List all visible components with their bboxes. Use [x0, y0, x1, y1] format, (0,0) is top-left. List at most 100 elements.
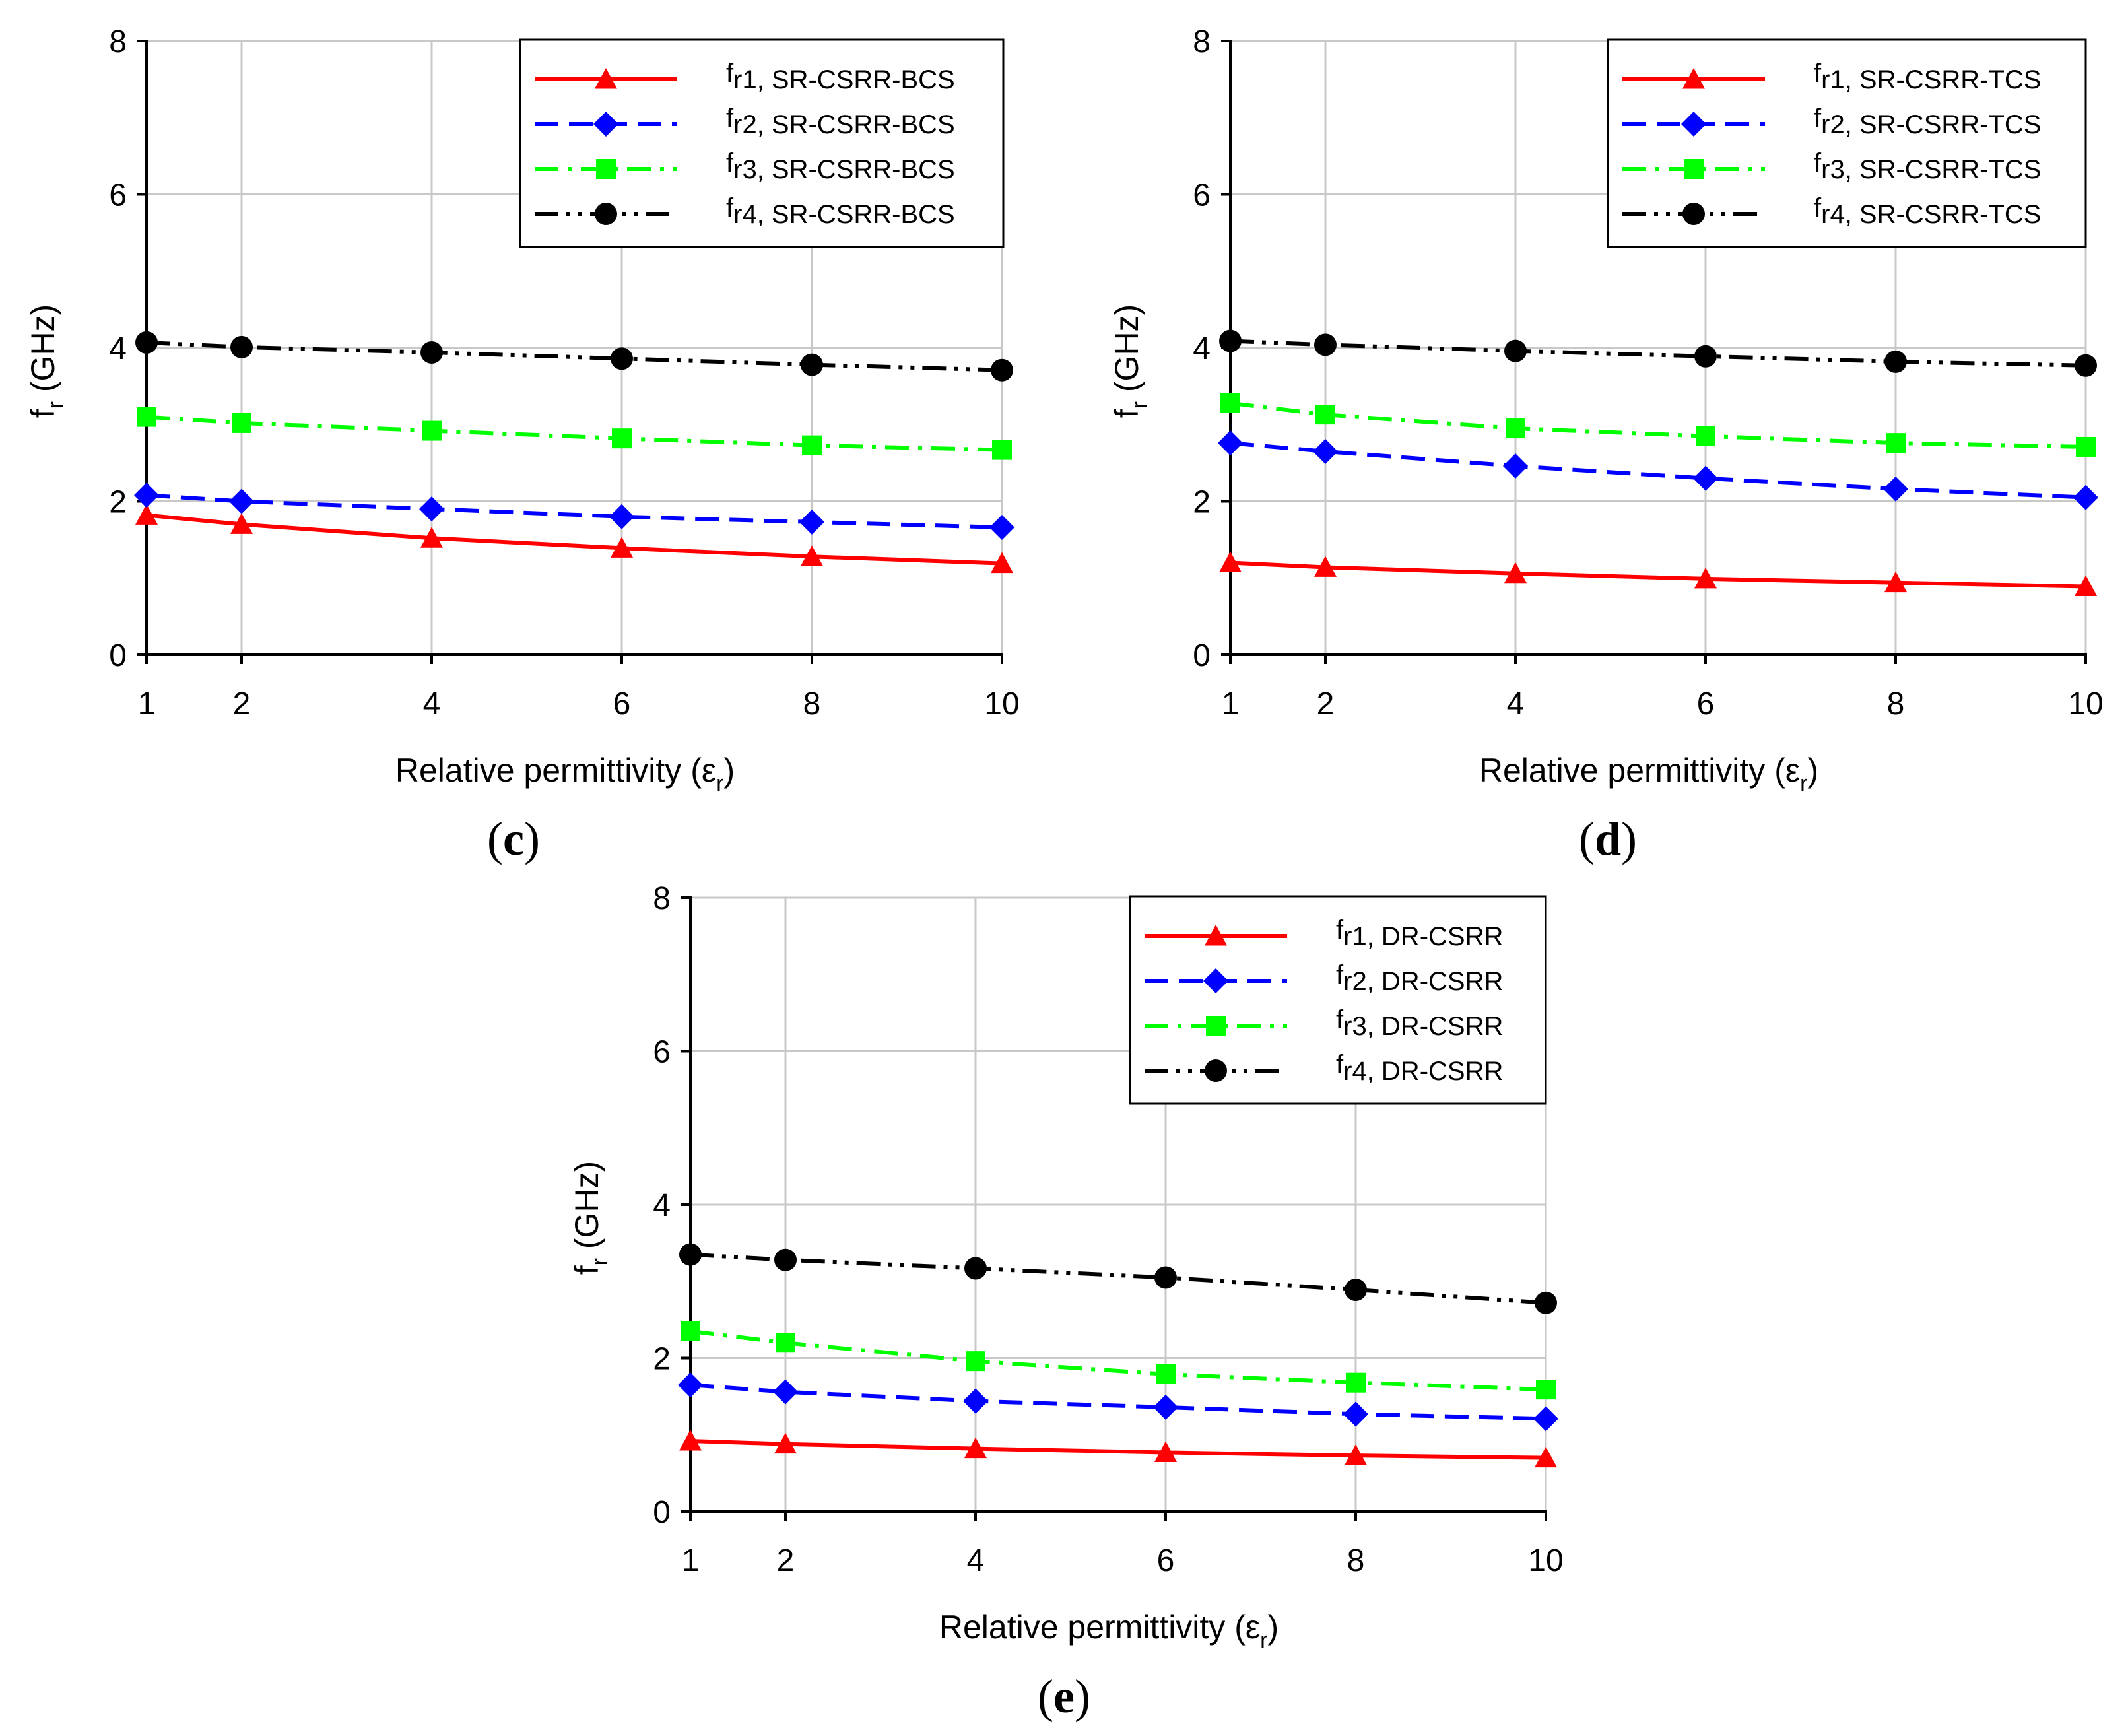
- data-point: [801, 545, 823, 566]
- series-line: [146, 415, 1003, 452]
- x-axis-label-main: Relative permittivity (ε: [939, 1609, 1260, 1646]
- legend-marker: [595, 68, 617, 89]
- data-point: [1156, 1364, 1176, 1384]
- x-axis-label-main: Relative permittivity (ε: [395, 752, 716, 789]
- legend-label-rest: SR-CSRR-TCS: [1859, 65, 2042, 94]
- legend-marker: [1205, 925, 1227, 946]
- data-point: [1504, 339, 1527, 362]
- legend-box: [1129, 895, 1547, 1105]
- legend-label-main: f: [1336, 1050, 1344, 1079]
- data-point: [1153, 1394, 1178, 1420]
- series-3: [681, 1321, 1556, 1400]
- data-point: [1314, 556, 1337, 577]
- data-point: [611, 537, 633, 558]
- legend-label-rest: SR-CSRR-TCS: [1859, 110, 2042, 139]
- x-tick-label: 6: [1697, 686, 1715, 721]
- x-tick-label: 4: [967, 1543, 985, 1578]
- data-point: [774, 1248, 797, 1271]
- x-axis-label-close: ): [1267, 1609, 1279, 1646]
- legend-label-main: f: [1814, 149, 1822, 178]
- legend-label-rest: SR-CSRR-BCS: [772, 200, 955, 229]
- panel-caption: (c): [487, 813, 540, 865]
- data-point: [420, 341, 443, 364]
- x-tick-label: 2: [1317, 686, 1335, 721]
- legend-label-rest: DR-CSRR: [1381, 922, 1503, 951]
- x-axis-label-close: ): [723, 752, 735, 789]
- data-point: [230, 335, 253, 358]
- series-line: [690, 1329, 1546, 1392]
- series-2: [134, 483, 1014, 541]
- data-point: [1219, 329, 1242, 352]
- legend-marker: [595, 203, 617, 225]
- x-tick-label: 10: [1528, 1543, 1563, 1578]
- x-axis-label-main: Relative permittivity (ε: [1479, 752, 1800, 789]
- data-point: [1345, 1279, 1367, 1302]
- data-point: [137, 407, 156, 427]
- caption-letter: e: [1053, 1670, 1075, 1723]
- data-point: [135, 331, 158, 354]
- series-line: [1230, 339, 2086, 368]
- legend-label-rest: DR-CSRR: [1381, 1057, 1503, 1086]
- y-tick-label: 2: [1193, 485, 1211, 520]
- legend-marker: [1203, 968, 1228, 993]
- legend-label: fr4, SR-CSRR-TCS: [1814, 193, 2041, 229]
- y-axis-label-sub: r: [44, 401, 69, 409]
- legend-label-sub: r1,: [1343, 922, 1381, 951]
- data-point: [1533, 1406, 1558, 1432]
- y-axis-label-sub: r: [587, 1258, 613, 1265]
- series-line: [1230, 560, 2086, 589]
- legend-label: fr3, SR-CSRR-BCS: [726, 149, 955, 184]
- x-tick-label: 2: [233, 686, 251, 721]
- y-tick-label: 8: [1193, 24, 1211, 59]
- legend-marker: [593, 112, 618, 137]
- y-tick-label: 4: [1193, 331, 1211, 366]
- legend-label: fr2, SR-CSRR-BCS: [726, 104, 955, 139]
- data-point: [134, 483, 159, 508]
- data-point: [229, 488, 254, 514]
- legend-label-sub: r2,: [1821, 110, 1859, 139]
- data-point: [679, 1243, 702, 1266]
- legend-label-sub: r3,: [1821, 155, 1859, 184]
- legend-label: fr4, DR-CSRR: [1336, 1050, 1503, 1086]
- data-point: [992, 440, 1012, 460]
- series-1: [135, 504, 1013, 574]
- data-point: [1883, 476, 1908, 502]
- legend-marker: [1682, 68, 1705, 89]
- data-point: [2075, 575, 2097, 596]
- data-point: [1504, 562, 1527, 584]
- data-point: [609, 504, 634, 529]
- y-tick-label: 6: [109, 178, 127, 213]
- data-point: [966, 1351, 985, 1372]
- legend-label-rest: SR-CSRR-BCS: [772, 110, 955, 139]
- x-tick-label: 1: [138, 686, 156, 721]
- data-point: [1154, 1441, 1177, 1462]
- y-axis-label-unit: (GHz): [568, 1161, 605, 1258]
- data-point: [230, 513, 253, 534]
- data-point: [1693, 465, 1718, 491]
- x-tick-label: 8: [1887, 686, 1905, 721]
- data-point: [774, 1432, 797, 1454]
- data-point: [1346, 1372, 1366, 1393]
- y-tick-label: 4: [653, 1188, 671, 1223]
- caption-open: (: [1038, 1670, 1053, 1723]
- x-tick-label: 6: [613, 686, 631, 721]
- series-4: [1219, 329, 2097, 377]
- y-tick-label: 8: [109, 24, 127, 59]
- x-tick-label: 1: [1222, 686, 1240, 721]
- series-3: [1220, 393, 2096, 457]
- x-tick-label: 10: [2068, 686, 2103, 721]
- data-point: [991, 358, 1013, 382]
- series-line: [690, 1439, 1546, 1460]
- y-axis-label-main: f: [568, 1265, 605, 1275]
- x-tick-label: 4: [423, 686, 441, 721]
- data-point: [2076, 436, 2096, 457]
- caption-letter: d: [1595, 813, 1621, 865]
- y-tick-label: 0: [653, 1495, 671, 1530]
- legend-label-main: f: [1336, 916, 1344, 945]
- series-line: [690, 1252, 1546, 1305]
- data-point: [681, 1321, 700, 1341]
- data-point: [611, 347, 633, 370]
